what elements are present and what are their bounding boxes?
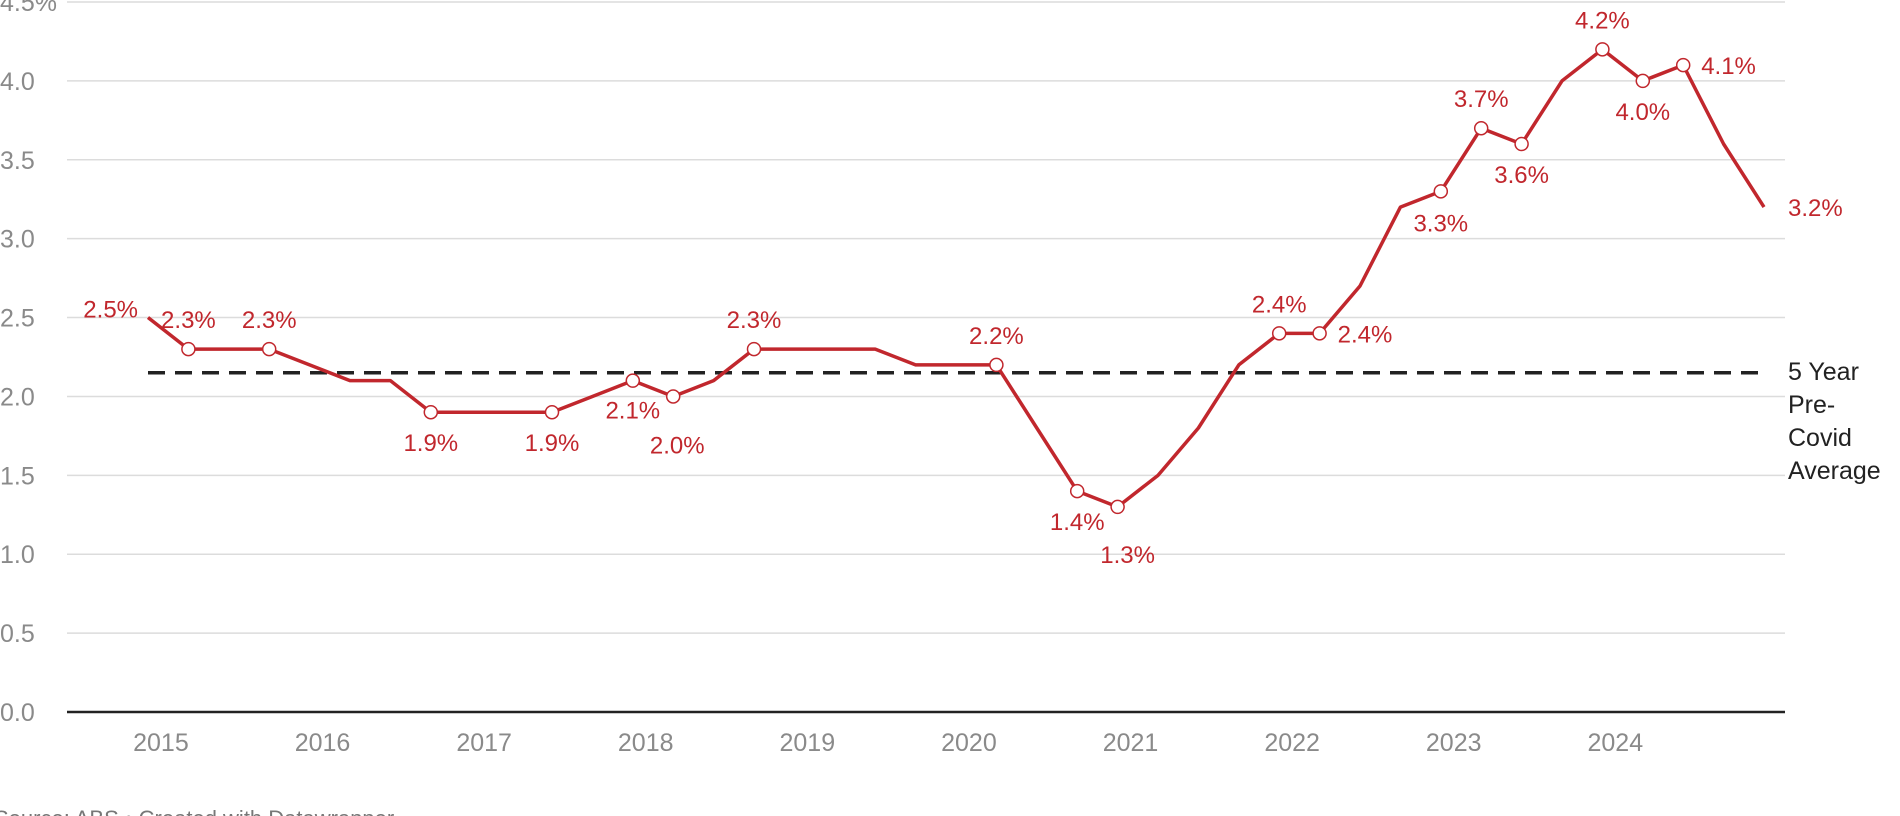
y-tick-label: 0.0	[0, 699, 35, 727]
y-tick-label: 0.5	[0, 620, 35, 648]
data-point-marker	[1635, 73, 1651, 89]
gridlines	[67, 1, 1785, 634]
data-point-marker	[1514, 136, 1529, 152]
data-label: 2.1%	[605, 398, 660, 425]
data-point-marker	[746, 341, 762, 357]
source-note: Source: ABS • Created with Datawrapper	[0, 806, 394, 816]
series-line	[146, 47, 1766, 509]
data-label: 4.0%	[1615, 99, 1670, 126]
reference-line-label: Covid	[1788, 424, 1852, 452]
data-point-marker	[1312, 326, 1327, 341]
y-tick-label: 2.5	[0, 305, 35, 333]
reference-line-label: 5 Year	[1788, 358, 1859, 386]
data-label: 2.4%	[1338, 321, 1393, 348]
data-point-marker	[1675, 57, 1691, 73]
y-tick-label: 3.0	[0, 226, 35, 254]
reference-line-group: 5 Year Pre- Covid Average	[148, 358, 1881, 485]
data-label: 2.4%	[1252, 291, 1307, 318]
data-label: 1.9%	[525, 430, 580, 457]
x-tick-label: 2017	[456, 729, 512, 757]
data-point-marker	[1271, 326, 1287, 341]
series-group	[146, 47, 1766, 509]
x-tick-label: 2018	[618, 729, 674, 757]
x-tick-label: 2022	[1264, 729, 1320, 757]
data-label: 2.5%	[83, 297, 138, 324]
data-labels: 2.5% 2.3% 2.3% 1.9% 1.9% 2.1% 2.0% 2.3% 2.2% 1.4%…	[83, 7, 1842, 569]
data-point-marker	[181, 341, 196, 357]
data-point-marker	[1110, 499, 1125, 515]
data-point-marker	[544, 404, 560, 420]
x-tick-label: 2024	[1588, 729, 1644, 757]
y-tick-label: 1.0	[0, 541, 35, 569]
x-tick-label: 2021	[1103, 729, 1159, 757]
y-axis-ticks: 0.0 0.5 1.0 1.5 2.0 2.5 3.0 3.5 4.0 4.5%	[0, 0, 57, 727]
y-tick-label: 4.0	[0, 68, 35, 96]
data-point-marker	[665, 389, 681, 404]
data-label: 2.0%	[650, 432, 705, 459]
y-tick-label: 1.5	[0, 462, 35, 490]
data-label: 2.3%	[161, 307, 216, 334]
data-label: 3.2%	[1788, 195, 1843, 222]
y-tick-label: 4.5%	[0, 0, 57, 17]
data-point-marker	[625, 373, 641, 388]
y-tick-label: 2.0	[0, 383, 35, 411]
data-point-marker	[423, 404, 439, 420]
data-label: 1.3%	[1100, 542, 1155, 569]
y-tick-label: 3.5	[0, 147, 35, 175]
x-tick-label: 2015	[133, 729, 189, 757]
data-label: 1.9%	[403, 430, 458, 457]
data-label: 2.3%	[242, 307, 297, 334]
data-label: 3.7%	[1454, 86, 1509, 113]
data-point-marker	[261, 341, 277, 357]
x-axis-ticks: 2015 2016 2017 2018 2019 2020 2021 2022 2023 2024	[133, 729, 1643, 757]
data-label: 2.2%	[969, 323, 1024, 350]
data-point-marker	[989, 357, 1004, 373]
x-tick-label: 2020	[941, 729, 997, 757]
data-point-marker	[1473, 120, 1489, 136]
x-tick-label: 2023	[1426, 729, 1482, 757]
data-label: 4.1%	[1701, 53, 1756, 80]
data-label: 3.6%	[1494, 162, 1549, 189]
reference-line-label: Average	[1788, 457, 1881, 485]
data-point-marker	[1069, 483, 1085, 499]
data-point-marker	[1433, 184, 1449, 199]
x-tick-label: 2016	[295, 729, 351, 757]
reference-line-label: Pre-	[1788, 391, 1835, 419]
data-label: 4.2%	[1575, 7, 1630, 34]
data-label: 2.3%	[727, 307, 782, 334]
data-point-marker	[1595, 42, 1610, 57]
data-label: 3.3%	[1413, 210, 1468, 237]
x-tick-label: 2019	[780, 729, 836, 757]
data-label: 1.4%	[1050, 509, 1105, 536]
